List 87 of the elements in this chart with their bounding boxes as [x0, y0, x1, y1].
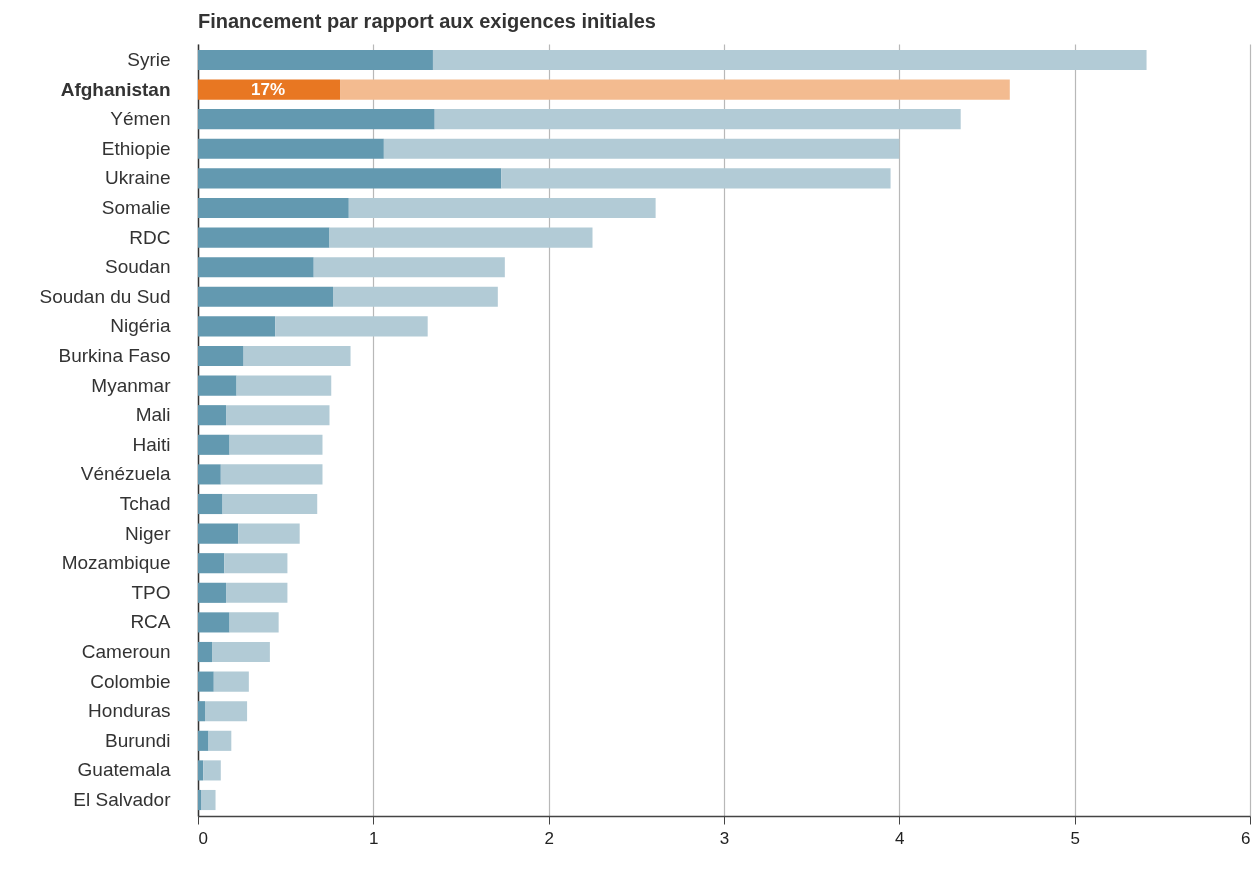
bar	[243, 345, 351, 367]
y-tick-label: Colombie	[90, 670, 171, 692]
bar	[198, 197, 349, 219]
bar	[198, 464, 221, 485]
x-tick-label: 3	[719, 828, 730, 848]
bar	[198, 789, 202, 811]
annotation: 17%	[251, 79, 286, 99]
bar	[198, 612, 230, 633]
y-tick-label: Cameroun	[81, 641, 171, 663]
bar	[198, 493, 223, 515]
bar	[224, 553, 288, 574]
bar	[501, 168, 891, 189]
y-tick-label: Myanmar	[91, 374, 172, 396]
bar	[329, 227, 593, 248]
bar	[198, 760, 204, 781]
y-tick-label: Ukraine	[105, 167, 171, 189]
y-tick-label: Mozambique	[61, 552, 171, 574]
bar	[333, 286, 498, 307]
y-tick-label: Soudan	[104, 256, 171, 278]
bar	[198, 257, 314, 278]
bar	[198, 523, 239, 544]
bar	[348, 197, 656, 219]
bar	[198, 345, 244, 367]
y-tick-label: Yémen	[110, 108, 171, 130]
y-tick-label: Somalie	[101, 196, 171, 218]
bar	[220, 464, 323, 485]
bar	[208, 730, 232, 751]
y-tick-label: Ethiopie	[101, 137, 171, 159]
x-tick-label: 6	[1241, 828, 1251, 848]
bar	[201, 789, 216, 811]
bar	[313, 257, 505, 278]
bar	[203, 760, 221, 781]
bar	[198, 168, 502, 189]
bar	[198, 138, 384, 159]
bar	[383, 138, 900, 159]
y-tick-label: Honduras	[88, 700, 171, 722]
bar	[198, 286, 334, 307]
bar	[198, 553, 225, 574]
bar	[212, 641, 270, 663]
y-tick-label: Syrie	[127, 48, 171, 70]
y-tick-label: Tchad	[119, 493, 171, 514]
bar	[205, 701, 248, 722]
y-tick-label: Haiti	[132, 433, 171, 455]
bar	[238, 523, 300, 544]
y-tick-label: RCA	[130, 611, 171, 633]
bar	[434, 109, 961, 130]
y-tick-label: Nigéria	[110, 315, 171, 337]
bar	[198, 671, 214, 692]
y-tick-label: Guatemala	[77, 759, 171, 781]
y-tick-label: Mali	[135, 404, 171, 426]
bar	[198, 227, 330, 248]
bar	[198, 109, 435, 130]
bar	[236, 375, 332, 396]
bar	[198, 701, 206, 722]
y-tick-label: Niger	[125, 522, 172, 544]
y-tick-label: Soudan du Sud	[39, 285, 171, 307]
y-tick-label: El Salvador	[73, 789, 172, 811]
bar	[340, 79, 1010, 100]
bar	[198, 375, 237, 396]
bar	[229, 612, 279, 633]
bar	[226, 582, 288, 603]
y-tick-label: TPO	[131, 581, 171, 603]
x-tick-label: 2	[544, 828, 554, 848]
y-tick-label: Burundi	[105, 729, 171, 751]
bar	[198, 316, 276, 337]
y-tick-label: Burkina Faso	[58, 345, 171, 366]
bar	[229, 434, 323, 455]
x-tick-label: 0	[198, 828, 208, 848]
bar	[198, 405, 227, 426]
bar	[198, 730, 209, 751]
x-tick-label: 5	[1070, 828, 1080, 848]
bar	[198, 434, 230, 455]
bar	[198, 49, 433, 71]
y-tick-label: Vénézuela	[80, 463, 171, 485]
bar	[226, 405, 330, 426]
bar	[198, 641, 213, 663]
bar	[213, 671, 249, 692]
x-tick-label: 1	[369, 828, 379, 848]
bar	[432, 49, 1147, 71]
y-tick-label: Afghanistan	[60, 78, 171, 100]
bar	[275, 316, 428, 337]
bar	[198, 79, 341, 100]
bar	[198, 582, 227, 603]
bar	[222, 493, 318, 515]
chart-title: Financement par rapport aux exigences initiales	[198, 10, 656, 32]
y-tick-label: RDC	[129, 226, 171, 248]
x-tick-label: 4	[895, 828, 905, 848]
